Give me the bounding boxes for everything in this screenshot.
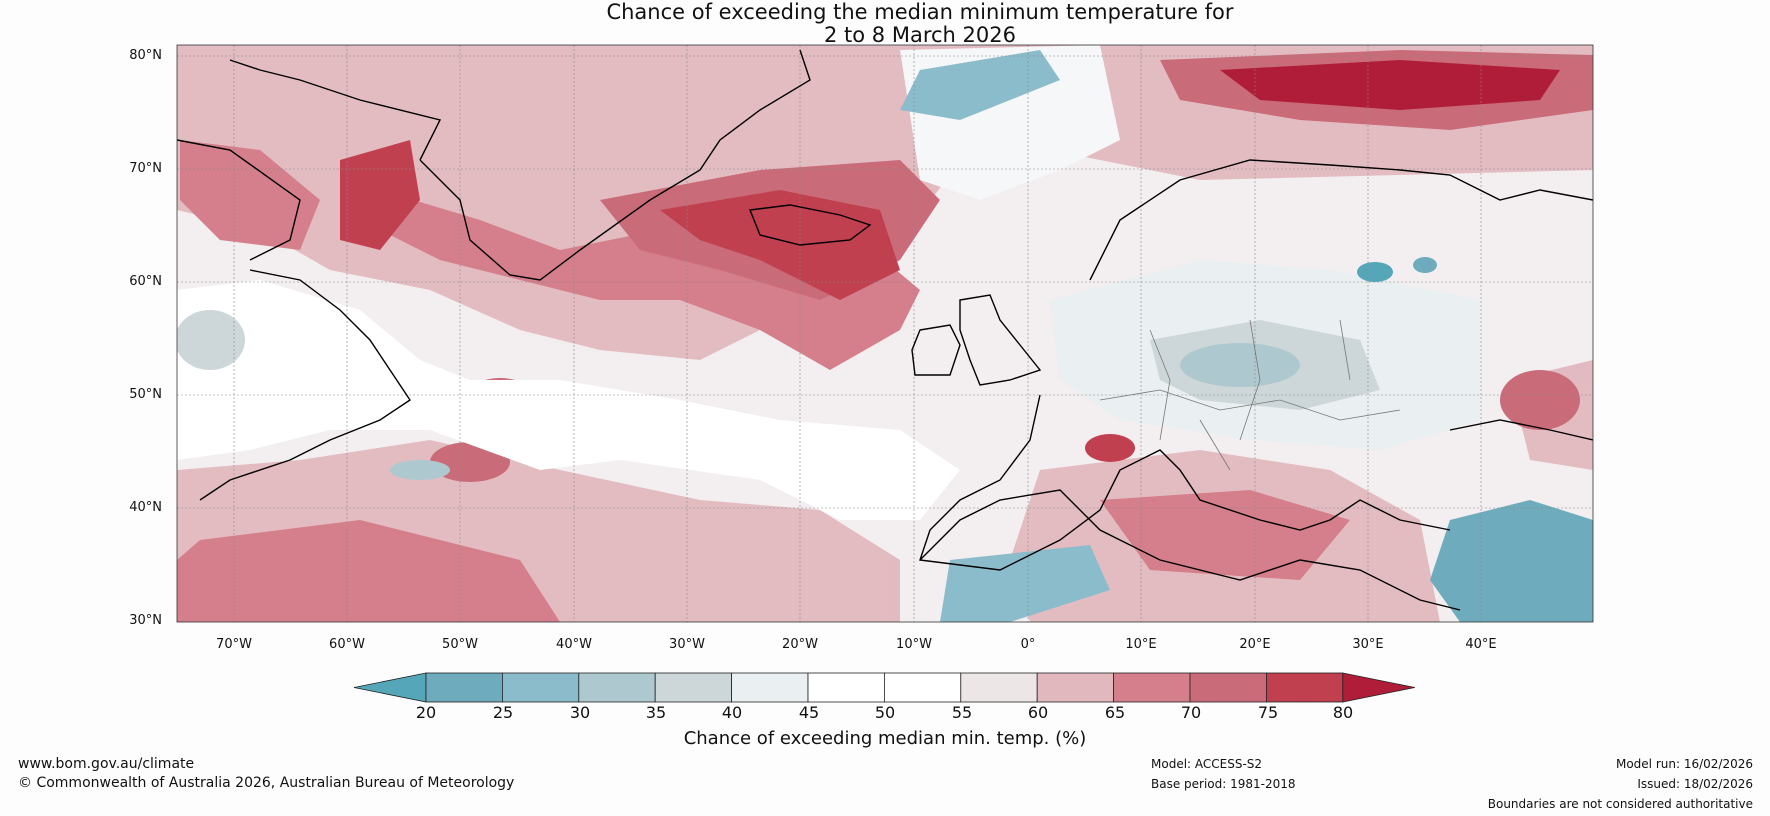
lon-label: 10°W [896, 637, 932, 652]
lon-label: 0° [1020, 637, 1036, 652]
map-title-line2: 2 to 8 March 2026 [824, 23, 1016, 47]
website-link[interactable]: www.bom.gov.au/climate [18, 756, 195, 772]
lat-label: 30°N [129, 613, 162, 628]
country-borders [1099, 319, 1401, 471]
colorbar-cell [731, 672, 809, 703]
colorbar-cell [501, 672, 580, 703]
colorbar-tick: 30 [569, 703, 591, 722]
base-period-text: Base period: 1981-2018 [1151, 777, 1296, 791]
lon-label: 30°W [669, 637, 705, 652]
colorbar-label: Chance of exceeding median min. temp. (%… [683, 728, 1087, 749]
colorbar-cell [425, 672, 503, 703]
colorbar-tick: 55 [951, 703, 973, 722]
colorbar-tick: 70 [1180, 703, 1202, 722]
lat-label: 70°N [129, 161, 162, 176]
colorbar-cells [353, 672, 1415, 703]
lon-label: 50°W [442, 637, 478, 652]
colorbar-tick: 25 [492, 703, 514, 722]
model-run-text: Model run: 16/02/2026 [1615, 757, 1753, 771]
colorbar-cell [1113, 672, 1191, 703]
colorbar-extend-low [353, 672, 427, 703]
black-sea-coast [1449, 419, 1593, 441]
colorbar-tick: 80 [1332, 703, 1354, 722]
lon-label: 30°E [1352, 637, 1384, 652]
colorbar-cell [1189, 672, 1267, 703]
model-text: Model: ACCESS-S2 [1151, 757, 1263, 771]
colorbar-cell [1266, 672, 1344, 703]
lat-label: 80°N [129, 48, 162, 63]
disclaimer-text: Boundaries are not considered authoritat… [1487, 797, 1753, 811]
africa-coast [919, 489, 1461, 611]
labrador-coast [199, 269, 411, 501]
lon-label: 40°E [1465, 637, 1497, 652]
lat-label: 50°N [129, 387, 162, 402]
colorbar-extend-high [1342, 672, 1415, 703]
colorbar-cell [807, 672, 885, 703]
cool-anomaly-regions [177, 50, 1593, 622]
europe-coast [919, 394, 1451, 571]
map-frame [176, 44, 1594, 623]
colorbar-tick: 75 [1257, 703, 1279, 722]
issued-text: Issued: 18/02/2026 [1637, 777, 1753, 791]
colorbar-cell [654, 672, 733, 703]
lat-label: 40°N [129, 500, 162, 515]
colorbar-tick: 35 [645, 703, 667, 722]
colorbar-tick: 20 [415, 703, 437, 722]
colorbar-tick: 60 [1027, 703, 1049, 722]
lon-label: 10°E [1125, 637, 1157, 652]
colorbar-cell [1036, 672, 1114, 703]
colorbar-cell [884, 672, 962, 703]
lon-label: 70°W [216, 637, 252, 652]
colorbar-tick: 40 [721, 703, 743, 722]
lon-label: 40°W [556, 637, 592, 652]
lon-label: 60°W [329, 637, 365, 652]
colorbar-tick: 50 [874, 703, 896, 722]
colorbar-cell [578, 672, 656, 703]
colorbar-tick: 65 [1104, 703, 1126, 722]
lon-label: 20°W [782, 637, 818, 652]
lat-label: 60°N [129, 274, 162, 289]
strong-warm-regions [177, 50, 1593, 622]
lon-label: 20°E [1239, 637, 1271, 652]
graticule [177, 45, 1593, 622]
britain-coast [959, 294, 1042, 386]
greenland-coast [229, 49, 811, 281]
colorbar-cell [960, 672, 1038, 703]
map-title-line1: Chance of exceeding the median minimum t… [606, 0, 1234, 24]
scandinavia-coast [1089, 159, 1593, 281]
colorbar-tick: 45 [798, 703, 820, 722]
baffin-coast [177, 139, 301, 261]
iceland-coast [749, 204, 872, 246]
coastlines [177, 49, 1593, 611]
ireland-coast [911, 324, 961, 376]
copyright-text: © Commonwealth of Australia 2026, Austra… [18, 775, 515, 791]
